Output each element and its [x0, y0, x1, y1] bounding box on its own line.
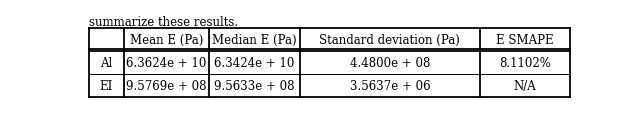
- Text: Median E (Pa): Median E (Pa): [212, 34, 297, 47]
- Text: 8.1102%: 8.1102%: [499, 57, 551, 70]
- Text: E SMAPE: E SMAPE: [496, 34, 554, 47]
- Text: N/A: N/A: [514, 79, 536, 92]
- Text: 9.5769e + 08: 9.5769e + 08: [126, 79, 207, 92]
- Text: EI: EI: [100, 79, 113, 92]
- Text: 6.3424e + 10: 6.3424e + 10: [214, 57, 294, 70]
- Text: 9.5633e + 08: 9.5633e + 08: [214, 79, 294, 92]
- Text: 4.4800e + 08: 4.4800e + 08: [349, 57, 430, 70]
- Text: 3.5637e + 06: 3.5637e + 06: [349, 79, 430, 92]
- Text: 6.3624e + 10: 6.3624e + 10: [126, 57, 207, 70]
- Text: summarize these results.: summarize these results.: [89, 16, 238, 29]
- Text: Al: Al: [100, 57, 113, 70]
- Text: Standard deviation (Pa): Standard deviation (Pa): [319, 34, 460, 47]
- Text: Mean E (Pa): Mean E (Pa): [130, 34, 203, 47]
